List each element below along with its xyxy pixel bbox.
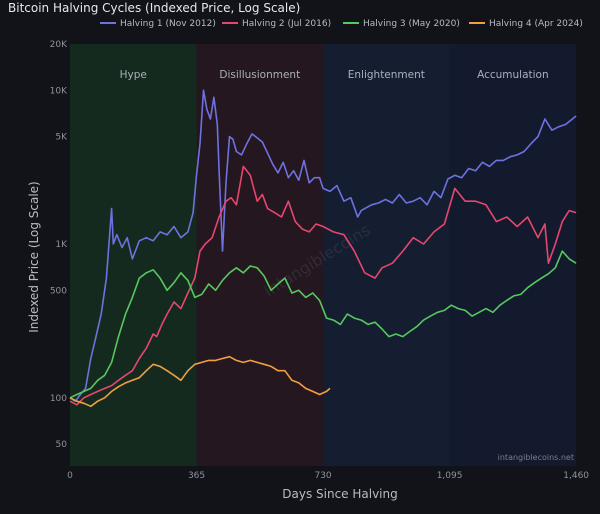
y-tick-label: 1K — [55, 240, 68, 250]
series-line-1 — [69, 165, 577, 406]
x-tick-label: 1,095 — [437, 471, 463, 481]
y-tick-label: 500 — [50, 286, 67, 296]
y-tick-label: 50 — [56, 440, 68, 450]
chart-title: Bitcoin Halving Cycles (Indexed Price, L… — [8, 1, 301, 15]
watermark-corner: intangiblecoins.net — [498, 453, 574, 462]
phase-region-2 — [323, 44, 450, 466]
legend-entry-3: Halving 4 (Apr 2024) — [489, 19, 583, 29]
y-tick-label: 10K — [50, 86, 68, 96]
y-tick-label: 5K — [55, 133, 68, 143]
legend-entry-2: Halving 3 (May 2020) — [363, 19, 460, 29]
phase-label-3: Accumulation — [477, 69, 549, 81]
x-tick-label: 1,460 — [563, 471, 589, 481]
y-tick-label: 100 — [50, 394, 67, 404]
x-axis-label: Days Since Halving — [282, 487, 397, 501]
x-tick-label: 730 — [314, 471, 331, 481]
y-tick-label: 20K — [50, 40, 68, 50]
legend-entry-0: Halving 1 (Nov 2012) — [120, 19, 216, 29]
phase-label-1: Disillusionment — [219, 69, 300, 81]
x-tick-label: 365 — [188, 471, 205, 481]
x-tick-label: 0 — [67, 471, 73, 481]
phase-region-3 — [449, 44, 577, 466]
phase-region-1 — [196, 44, 324, 466]
legend-entry-1: Halving 2 (Jul 2016) — [242, 19, 331, 29]
series-line-2 — [69, 250, 577, 399]
y-axis-label: Indexed Price (Log Scale) — [27, 181, 41, 332]
phase-label-0: Hype — [120, 69, 147, 81]
phase-label-2: Enlightenment — [348, 69, 425, 81]
series-line-0 — [69, 89, 577, 402]
series-line-3 — [69, 355, 331, 408]
